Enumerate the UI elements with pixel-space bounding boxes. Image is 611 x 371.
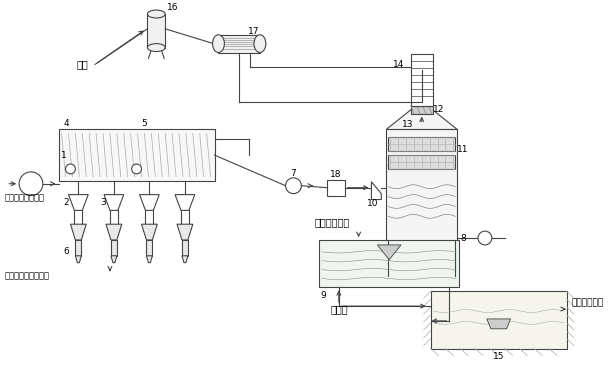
Polygon shape bbox=[386, 110, 457, 129]
Text: 14: 14 bbox=[393, 60, 404, 69]
Circle shape bbox=[478, 231, 492, 245]
Text: 催化裂化再生烟气: 催化裂化再生烟气 bbox=[4, 193, 45, 202]
Bar bbox=[147, 240, 152, 256]
Polygon shape bbox=[142, 224, 157, 240]
Ellipse shape bbox=[147, 44, 165, 52]
Ellipse shape bbox=[213, 35, 224, 53]
Text: 15: 15 bbox=[493, 352, 505, 361]
Bar bbox=[319, 240, 459, 288]
Polygon shape bbox=[378, 245, 401, 260]
Circle shape bbox=[19, 172, 43, 196]
Text: 氧化风: 氧化风 bbox=[331, 304, 349, 314]
Circle shape bbox=[285, 178, 301, 194]
Polygon shape bbox=[147, 256, 152, 263]
Bar bbox=[219, 35, 260, 53]
Text: 18: 18 bbox=[330, 170, 342, 179]
Bar bbox=[182, 240, 188, 256]
Bar bbox=[411, 106, 433, 114]
Polygon shape bbox=[487, 319, 511, 329]
Text: 10: 10 bbox=[367, 199, 378, 208]
Text: 3: 3 bbox=[100, 198, 106, 207]
Text: 12: 12 bbox=[433, 105, 444, 114]
Circle shape bbox=[131, 164, 142, 174]
Circle shape bbox=[65, 164, 75, 174]
Bar bbox=[431, 291, 567, 348]
Text: 氢氧化钠溶液: 氢氧化钠溶液 bbox=[314, 217, 349, 227]
Bar bbox=[147, 14, 165, 47]
Text: 1: 1 bbox=[60, 151, 67, 160]
Text: 4: 4 bbox=[64, 119, 69, 128]
Bar bbox=[75, 240, 81, 256]
Text: 8: 8 bbox=[460, 233, 466, 243]
Bar bbox=[411, 55, 433, 106]
Polygon shape bbox=[177, 224, 193, 240]
Polygon shape bbox=[70, 224, 86, 240]
Text: 11: 11 bbox=[458, 145, 469, 154]
Bar bbox=[59, 129, 214, 181]
Text: 2: 2 bbox=[64, 198, 69, 207]
Polygon shape bbox=[104, 195, 124, 210]
Text: 16: 16 bbox=[167, 3, 178, 12]
Polygon shape bbox=[111, 256, 117, 263]
Polygon shape bbox=[68, 195, 88, 210]
Text: 17: 17 bbox=[249, 27, 260, 36]
Polygon shape bbox=[139, 195, 159, 210]
Text: 13: 13 bbox=[402, 120, 414, 129]
Polygon shape bbox=[371, 182, 381, 200]
Polygon shape bbox=[182, 256, 188, 263]
Text: 至废水处理厂: 至废水处理厂 bbox=[572, 299, 604, 308]
Text: 空气: 空气 bbox=[76, 59, 88, 69]
Text: 9: 9 bbox=[320, 291, 326, 300]
Ellipse shape bbox=[147, 10, 165, 18]
Text: 6: 6 bbox=[64, 247, 70, 256]
Bar bbox=[111, 240, 117, 256]
Text: 至装置区废催化剂罐: 至装置区废催化剂罐 bbox=[4, 271, 49, 280]
Polygon shape bbox=[75, 256, 81, 263]
Bar bbox=[327, 180, 345, 196]
Bar bbox=[388, 155, 455, 169]
Polygon shape bbox=[175, 195, 195, 210]
Ellipse shape bbox=[254, 35, 266, 53]
Text: 5: 5 bbox=[142, 119, 147, 128]
Bar bbox=[388, 137, 455, 151]
Bar bbox=[386, 129, 457, 276]
Polygon shape bbox=[106, 224, 122, 240]
Text: 7: 7 bbox=[291, 170, 296, 178]
